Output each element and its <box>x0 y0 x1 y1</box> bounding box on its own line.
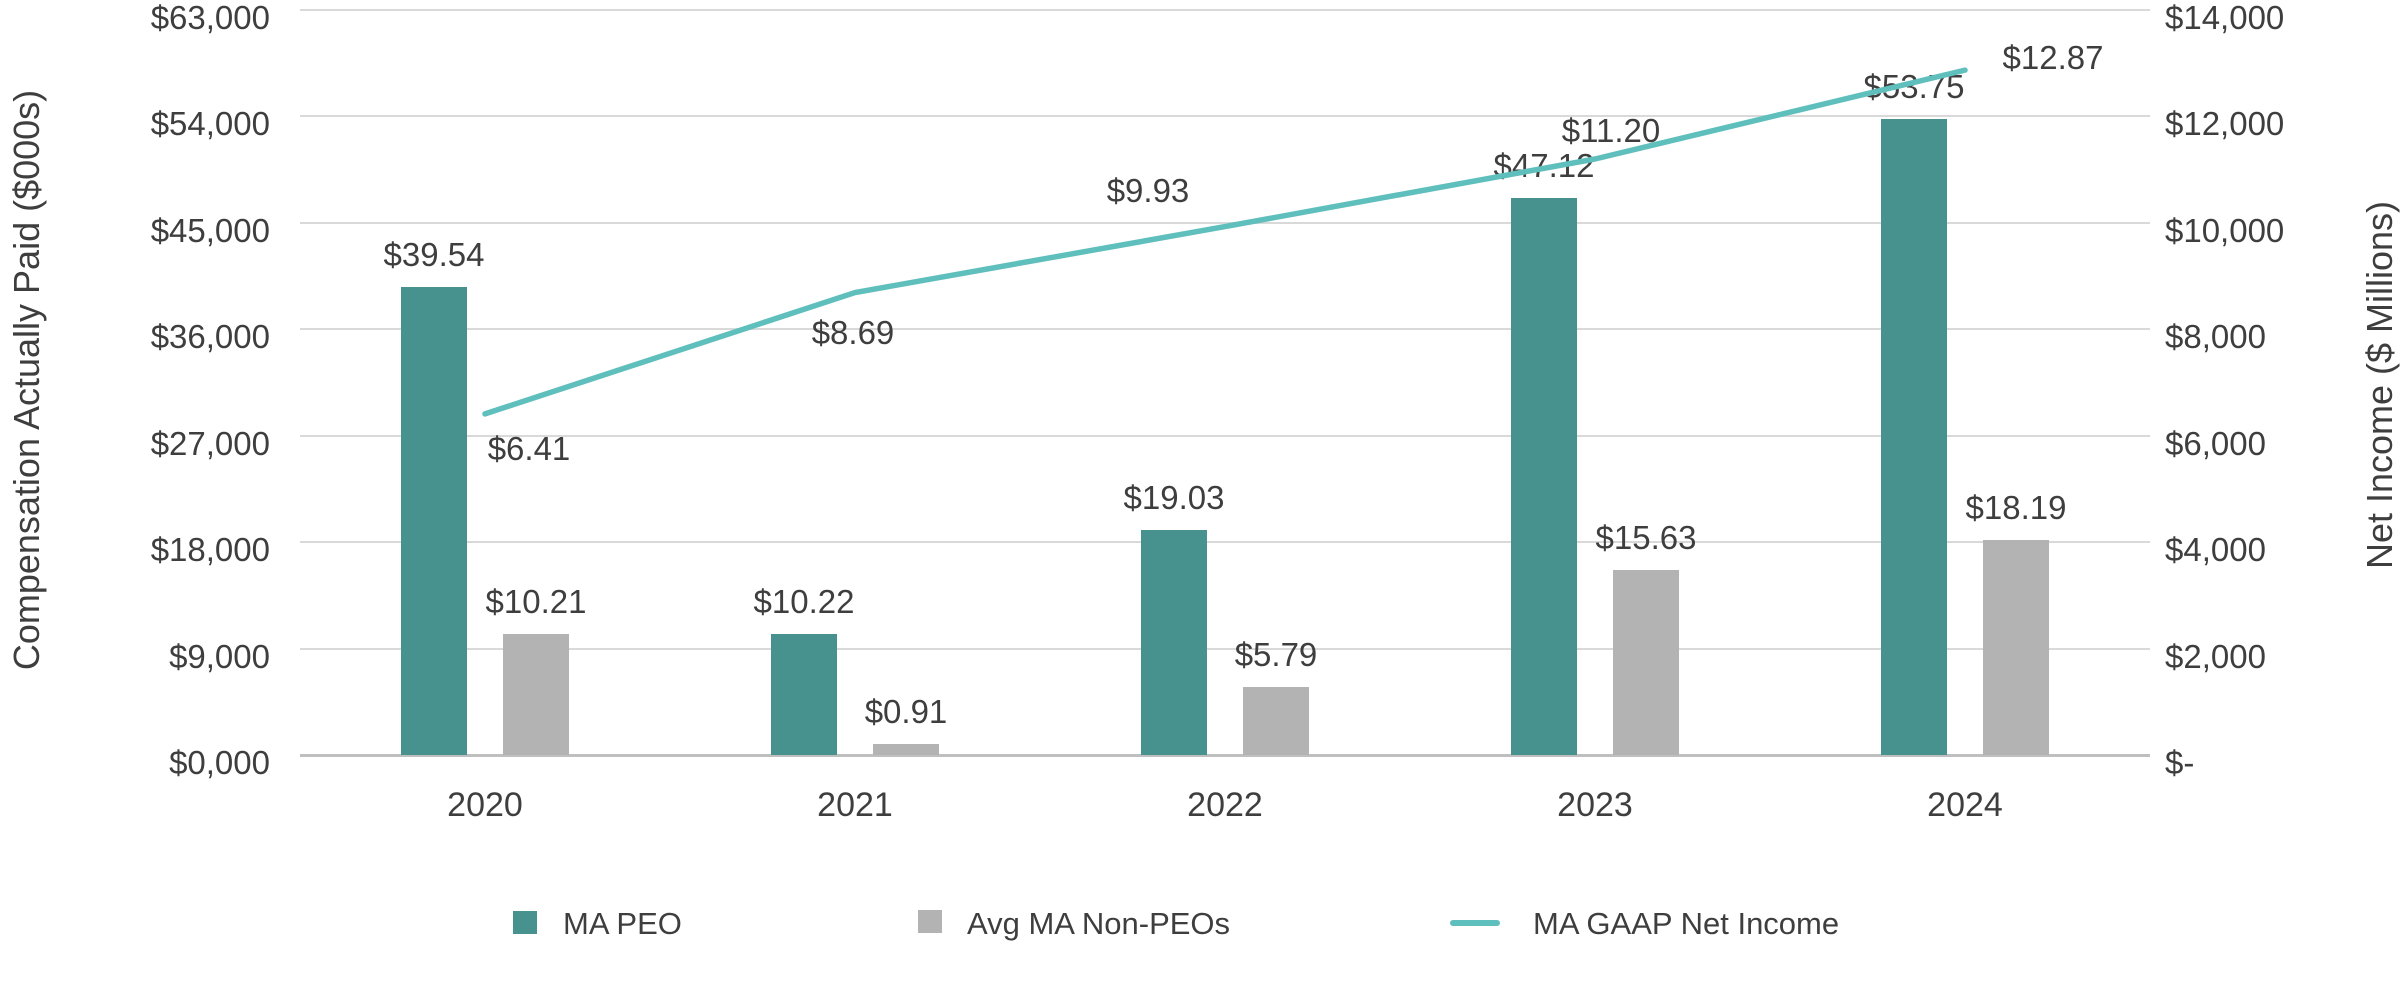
gridline <box>300 647 2150 650</box>
left-axis-tick-label: $0,000 <box>169 744 270 781</box>
net-income-line <box>482 67 1968 417</box>
right-axis-tick-label: $2,000 <box>2165 637 2266 675</box>
gridline <box>300 221 2150 224</box>
left-axis-tick-label: $36,000 <box>150 318 270 356</box>
line-data-label: $9.93 <box>1106 171 1190 209</box>
legend-line-swatch-icon <box>1450 920 1500 926</box>
x-axis-label-2021: 2021 <box>817 786 893 824</box>
bar-data-label: $53.75 <box>1863 68 1965 106</box>
bar-ma-peo-2020 <box>401 287 467 755</box>
left-axis-tick-label: $54,000 <box>150 105 270 143</box>
line-data-label: $8.69 <box>811 313 895 351</box>
bar-avg-ma-non-peos-2024 <box>1983 539 2049 755</box>
gridline <box>300 115 2150 118</box>
right-axis-tick-label: $4,000 <box>2165 531 2266 569</box>
bar-data-label: $10.21 <box>485 583 587 621</box>
legend-label: MA PEO <box>563 906 682 941</box>
right-axis-tick-label: $10,000 <box>2165 211 2285 249</box>
bar-data-label: $15.63 <box>1595 519 1697 557</box>
left-axis-tick-label: $27,000 <box>150 424 270 462</box>
legend-label: Avg MA Non-PEOs <box>967 906 1231 941</box>
gridline <box>300 328 2150 331</box>
x-axis-label-2024: 2024 <box>1927 786 2003 824</box>
left-axis-tick-label: $45,000 <box>150 211 270 249</box>
legend-label: MA GAAP Net Income <box>1533 906 1840 941</box>
line-data-label: $11.20 <box>1561 112 1661 149</box>
line-data-label: $12.87 <box>2002 39 2104 77</box>
bar-avg-ma-non-peos-2021 <box>873 744 939 755</box>
bar-data-label: $0.91 <box>864 693 948 731</box>
bar-data-label: $19.03 <box>1123 478 1225 516</box>
gridline <box>300 541 2150 544</box>
left-axis-tick-label: $63,000 <box>150 0 270 36</box>
bar-data-label: $39.54 <box>383 236 485 274</box>
gridline <box>300 754 2150 757</box>
bar-data-label: $5.79 <box>1234 635 1318 673</box>
bar-avg-ma-non-peos-2020 <box>503 634 569 755</box>
bar-data-label: $18.19 <box>1965 488 2067 526</box>
legend-square-swatch-icon <box>513 911 537 934</box>
bar-ma-peo-2021 <box>771 634 837 755</box>
legend-square-swatch-icon <box>918 910 942 933</box>
bar-data-label: $10.22 <box>753 583 855 621</box>
bar-ma-peo-2022 <box>1141 529 1207 755</box>
gridline <box>300 434 2150 437</box>
gridline <box>300 9 2150 11</box>
left-axis-title: Compensation Actually Paid ($000s) <box>6 89 47 671</box>
left-axis-tick-label: $9,000 <box>169 637 270 675</box>
bar-avg-ma-non-peos-2023 <box>1613 570 1679 755</box>
bar-ma-peo-2024 <box>1881 119 1947 755</box>
line-data-label: $6.41 <box>487 429 571 467</box>
x-axis-label-2022: 2022 <box>1187 786 1263 824</box>
right-axis-tick-label: $14,000 <box>2165 0 2285 36</box>
bar-avg-ma-non-peos-2022 <box>1243 686 1309 755</box>
bar-ma-peo-2023 <box>1511 197 1577 755</box>
bar-data-label: $47.12 <box>1493 146 1595 184</box>
right-axis-tick-label: $- <box>2165 744 2195 781</box>
left-axis-tick-label: $18,000 <box>150 531 270 569</box>
x-axis-label-2023: 2023 <box>1557 786 1633 824</box>
right-axis-tick-label: $8,000 <box>2165 318 2266 356</box>
right-axis-tick-label: $6,000 <box>2165 424 2266 462</box>
right-axis-tick-label: $12,000 <box>2165 105 2285 143</box>
right-axis-title: Net Income ($ Millions) <box>2359 200 2400 570</box>
x-axis-label-2020: 2020 <box>447 786 523 824</box>
